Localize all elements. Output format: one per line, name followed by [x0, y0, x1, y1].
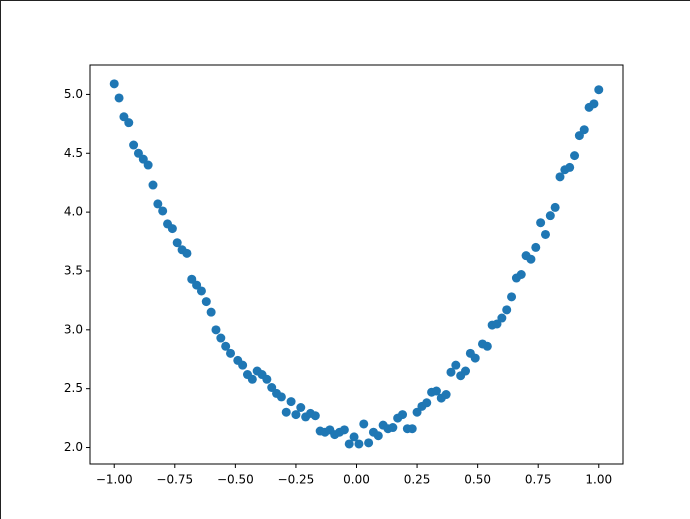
point	[531, 242, 541, 252]
point	[570, 151, 580, 161]
point	[276, 392, 286, 402]
point	[398, 410, 408, 420]
point	[182, 248, 192, 258]
point	[201, 297, 211, 307]
x-tick-label: 0.75	[525, 473, 552, 487]
y-tick-label: 3.0	[64, 322, 83, 336]
point	[565, 162, 575, 172]
point	[540, 229, 550, 239]
point	[461, 366, 471, 376]
point	[354, 439, 364, 449]
point	[536, 218, 546, 228]
point	[129, 140, 139, 150]
point	[359, 419, 369, 429]
point	[172, 238, 182, 248]
point	[221, 341, 231, 351]
x-tick-label: −0.50	[217, 473, 254, 487]
y-tick-label: 5.0	[64, 87, 83, 101]
point	[482, 341, 492, 351]
point	[470, 353, 480, 363]
point	[364, 438, 374, 448]
point	[216, 333, 226, 343]
point	[281, 407, 291, 417]
point	[109, 79, 119, 89]
point	[286, 397, 296, 407]
point	[124, 118, 134, 128]
point	[550, 202, 560, 212]
point	[422, 398, 432, 408]
y-tick-label: 4.5	[64, 146, 83, 160]
point	[502, 305, 512, 315]
point	[211, 325, 221, 335]
point	[114, 93, 124, 103]
point	[388, 423, 398, 433]
axes-frame	[89, 64, 624, 465]
point	[148, 180, 158, 190]
point	[526, 254, 536, 264]
point	[589, 99, 599, 109]
point	[196, 286, 206, 296]
y-tick-label: 4.0	[64, 205, 83, 219]
point	[291, 410, 301, 420]
point	[555, 172, 565, 182]
point	[206, 307, 216, 317]
point	[344, 439, 354, 449]
point	[516, 270, 526, 280]
x-tick-label: 0.50	[464, 473, 491, 487]
point	[451, 360, 461, 370]
x-tick-label: 0.25	[404, 473, 431, 487]
point	[238, 360, 248, 370]
point	[143, 160, 153, 170]
point	[296, 403, 306, 413]
y-tick-label: 2.5	[64, 381, 83, 395]
point	[339, 425, 349, 435]
point	[407, 424, 417, 434]
point	[153, 199, 163, 209]
point	[441, 390, 451, 400]
point	[262, 374, 272, 384]
point	[579, 125, 589, 135]
point	[507, 292, 517, 302]
point	[497, 313, 507, 323]
point	[167, 224, 177, 234]
point	[594, 85, 604, 95]
point	[545, 211, 555, 221]
point	[310, 411, 320, 421]
x-tick-label: 0.00	[343, 473, 370, 487]
x-tick-label: −0.75	[156, 473, 193, 487]
point	[247, 374, 257, 384]
point	[431, 386, 441, 396]
y-tick-label: 2.0	[64, 440, 83, 454]
x-tick-label: 1.00	[585, 473, 612, 487]
x-tick-label: −0.25	[278, 473, 315, 487]
point	[158, 206, 168, 216]
y-tick-label: 3.5	[64, 263, 83, 277]
x-tick-label: −1.00	[96, 473, 133, 487]
point	[226, 348, 236, 358]
point	[446, 367, 456, 377]
point	[349, 432, 359, 442]
point	[373, 431, 383, 441]
